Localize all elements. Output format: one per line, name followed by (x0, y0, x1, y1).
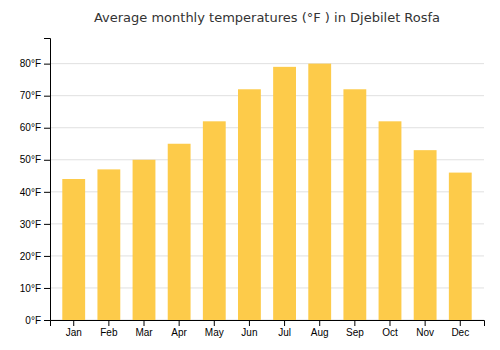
y-tick-mark (44, 160, 50, 161)
y-tick-label: 80°F (20, 58, 41, 69)
x-tick-label: Jun (241, 327, 257, 338)
x-tick-mark (73, 320, 74, 326)
x-tick-label: Mar (135, 327, 153, 338)
bar (273, 67, 296, 320)
grid-line (50, 127, 484, 128)
y-tick: 70°F (20, 90, 50, 101)
bar (133, 160, 156, 320)
y-tick-label: 10°F (20, 283, 41, 294)
x-tick-label: Jan (66, 327, 82, 338)
title: Average monthly temperatures (°F ) in Dj… (94, 10, 440, 25)
x-tick-label: Sep (346, 327, 364, 338)
x-tick-mark (144, 320, 145, 326)
plot: 0°F 10°F 20°F 30°F 40°F 50°F 60°F 70°F 80°F Jan Fe… (20, 39, 485, 339)
y-tick: 0°F (25, 315, 50, 326)
y-tick-mark (44, 320, 50, 321)
x-tick-mark (108, 320, 109, 326)
x-tick: Jun (241, 320, 257, 338)
x-tick-mark (284, 320, 285, 326)
x-tick-mark (249, 320, 250, 326)
y-tick-label: 50°F (20, 154, 41, 165)
bar (308, 64, 331, 320)
x-tick-label: May (205, 327, 224, 338)
x-tick: Mar (135, 320, 153, 338)
x-tick: Sep (346, 320, 364, 338)
x-tick-mark (319, 320, 320, 326)
y-tick-mark (44, 224, 50, 225)
y-tick-mark (44, 128, 50, 129)
grid-line (50, 63, 484, 64)
x-tick: Jan (66, 320, 82, 338)
y-tick-mark (44, 192, 50, 193)
x-axis-line (51, 321, 485, 327)
x-tick-label: Oct (382, 327, 398, 338)
bar (449, 173, 472, 320)
y-tick-mark (44, 96, 50, 97)
y-tick: 30°F (20, 219, 50, 230)
x-tick: Aug (311, 320, 329, 338)
x-tick: Nov (416, 320, 434, 338)
y-tick-label: 30°F (20, 219, 41, 230)
x-tick-label: Apr (171, 327, 187, 338)
x-axis: Jan Feb Mar Apr May Jun Jul Aug Sep Oct Nov Dec (51, 320, 485, 338)
x-tick: Oct (382, 320, 398, 338)
x-tick-mark (179, 320, 180, 326)
bar (343, 89, 366, 320)
x-tick: May (205, 320, 224, 338)
chart: 0°F 10°F 20°F 30°F 40°F 50°F 60°F 70°F 80°F Jan Fe… (0, 0, 500, 350)
bar (62, 179, 85, 320)
y-tick-mark (44, 288, 50, 289)
bars (62, 64, 471, 320)
y-tick: 20°F (20, 251, 50, 262)
bar (97, 169, 120, 320)
y-axis: 0°F 10°F 20°F 30°F 40°F 50°F 60°F 70°F 80°F (20, 39, 51, 326)
x-tick-label: Jul (278, 327, 291, 338)
bar (203, 121, 226, 320)
y-tick-label: 70°F (20, 90, 41, 101)
grid (50, 64, 484, 320)
x-tick-label: Nov (416, 327, 434, 338)
y-tick: 50°F (20, 154, 50, 165)
x-tick-mark (214, 320, 215, 326)
x-tick-mark (425, 320, 426, 326)
y-tick: 40°F (20, 187, 50, 198)
y-tick-label: 40°F (20, 187, 41, 198)
x-tick-mark (389, 320, 390, 326)
y-tick: 80°F (20, 58, 50, 69)
y-axis-line (44, 39, 51, 321)
x-tick: Jul (278, 320, 291, 338)
x-tick: Apr (171, 320, 187, 338)
bar (414, 150, 437, 320)
y-tick-label: 0°F (25, 315, 41, 326)
bar (238, 89, 261, 320)
x-tick-label: Dec (451, 327, 469, 338)
x-tick: Feb (100, 320, 118, 338)
x-tick-mark (354, 320, 355, 326)
x-tick: Dec (451, 320, 469, 338)
y-tick: 60°F (20, 122, 50, 133)
y-tick-mark (44, 64, 50, 65)
y-tick: 10°F (20, 283, 50, 294)
x-tick-label: Feb (100, 327, 118, 338)
y-tick-label: 60°F (20, 122, 41, 133)
x-tick-label: Aug (311, 327, 329, 338)
bar (168, 144, 191, 320)
x-tick-mark (460, 320, 461, 326)
bar (379, 121, 402, 320)
y-tick-label: 20°F (20, 251, 41, 262)
y-tick-mark (44, 256, 50, 257)
grid-line (50, 95, 484, 96)
